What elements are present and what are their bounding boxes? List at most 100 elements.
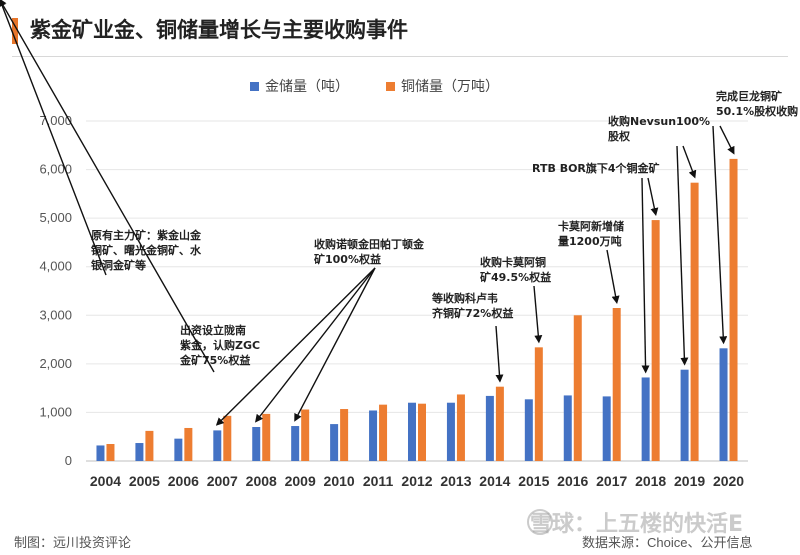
legend-swatch-gold xyxy=(250,82,259,91)
bar-gold xyxy=(213,430,222,461)
y-tick-label: 0 xyxy=(65,453,72,468)
annotation-text: 收购诺顿金田帕丁顿金 xyxy=(314,237,425,251)
annotation-arrow xyxy=(647,177,659,217)
annotation-text: 收购Nevsun100% xyxy=(608,114,710,128)
watermark-icon xyxy=(527,509,553,535)
x-tick-label: 2016 xyxy=(557,473,588,489)
bar-copper xyxy=(612,308,621,461)
x-tick-label: 2012 xyxy=(401,473,432,489)
bar-copper xyxy=(651,220,660,461)
bar-gold xyxy=(291,426,300,461)
bar-gold xyxy=(641,377,650,461)
bar-copper xyxy=(495,386,504,461)
bar-gold xyxy=(252,427,261,461)
watermark: 雪球：上五楼的快活E xyxy=(530,512,744,537)
bar-copper xyxy=(418,403,426,461)
annotation-arrow xyxy=(255,267,376,423)
x-tick-label: 2019 xyxy=(674,473,705,489)
bar-gold xyxy=(174,438,183,461)
bar-gold xyxy=(408,402,416,461)
annotation-arrow xyxy=(682,145,697,179)
annotation-text: 完成巨龙铜矿 xyxy=(716,89,782,103)
annotation-text: 量1200万吨 xyxy=(558,234,622,248)
x-tick-label: 2004 xyxy=(90,473,121,489)
annotation-arrow xyxy=(606,249,620,304)
x-tick-label: 2013 xyxy=(440,473,471,489)
bar-gold xyxy=(96,445,105,461)
bar-copper xyxy=(456,394,465,461)
annotation-text: 收购卡莫阿铜 xyxy=(480,255,546,269)
y-tick-label: 3,000 xyxy=(39,307,72,322)
bar-gold xyxy=(602,396,611,461)
annotation-text: 出资设立陇南 xyxy=(180,323,246,337)
x-tick-label: 2017 xyxy=(596,473,627,489)
legend-label-copper: 铜储量（万吨） xyxy=(401,78,499,94)
bar-gold xyxy=(330,424,339,461)
annotation-text: 50.1%股权收购 xyxy=(716,104,798,118)
annotation-arrow xyxy=(712,125,728,345)
annotation-text: 卡莫阿新增储 xyxy=(558,219,624,233)
page-title: 紫金矿业金、铜储量增长与主要收购事件 xyxy=(30,19,408,42)
title-accent-bar xyxy=(12,18,18,44)
bar-gold xyxy=(446,402,455,461)
legend-label-gold: 金储量（吨） xyxy=(265,78,349,94)
annotation-arrow xyxy=(719,125,735,155)
annotation-arrow xyxy=(0,0,107,276)
annotation-text: 等收购科卢韦 xyxy=(431,291,498,305)
annotation-arrow xyxy=(533,285,543,344)
annotation-text: 股权 xyxy=(608,129,631,143)
bar-gold xyxy=(680,369,689,461)
title-divider xyxy=(12,56,788,57)
annotation-arrow xyxy=(215,267,376,426)
footer-credit: 制图：远川投资评论 xyxy=(14,535,132,550)
annotation-text: RTB BOR旗下4个铜金矿 xyxy=(532,161,660,175)
annotation-text: 金矿75%权益 xyxy=(179,353,250,367)
annotation-text: 矿49.5%权益 xyxy=(480,270,551,284)
x-tick-label: 2009 xyxy=(285,473,316,489)
x-tick-label: 2005 xyxy=(129,473,160,489)
y-tick-label: 4,000 xyxy=(39,259,72,274)
annotation-arrow xyxy=(0,0,215,373)
bar-gold xyxy=(719,348,728,461)
y-tick-label: 2,000 xyxy=(39,356,72,371)
annotation-text: 紫金，认购ZGC xyxy=(180,338,260,352)
y-tick-label: 5,000 xyxy=(39,210,72,225)
annotation-arrow xyxy=(676,145,689,366)
x-tick-label: 2015 xyxy=(518,473,549,489)
bar-copper xyxy=(106,444,115,461)
annotation-arrow xyxy=(294,267,376,422)
x-tick-label: 2008 xyxy=(246,473,277,489)
x-tick-label: 2007 xyxy=(207,473,238,489)
annotation-text: 铜矿、曙光金铜矿、水 xyxy=(90,243,202,257)
annotation-text: 银洞金矿等 xyxy=(91,258,146,272)
y-tick-label: 1,000 xyxy=(39,404,72,419)
bar-copper xyxy=(145,430,154,461)
bar-gold xyxy=(369,410,378,461)
bar-copper xyxy=(690,182,699,461)
bar-copper xyxy=(729,158,738,461)
bar-copper xyxy=(340,409,349,461)
x-tick-label: 2020 xyxy=(713,473,744,489)
legend-swatch-copper xyxy=(386,82,395,91)
bar-gold xyxy=(135,443,144,461)
annotation-arrow xyxy=(641,177,650,374)
bar-copper xyxy=(301,409,310,461)
x-tick-label: 2010 xyxy=(324,473,355,489)
x-tick-label: 2014 xyxy=(479,473,510,489)
bar-gold xyxy=(485,395,494,461)
annotation-text: 原有主力矿：紫金山金 xyxy=(91,228,202,242)
bar-copper xyxy=(573,315,582,461)
bar-copper xyxy=(379,404,388,461)
footer-source: 数据来源：Choice、公开信息 xyxy=(582,535,753,550)
x-tick-label: 2018 xyxy=(635,473,666,489)
bar-gold xyxy=(563,395,572,461)
x-tick-label: 2006 xyxy=(168,473,199,489)
x-tick-label: 2011 xyxy=(363,473,394,489)
bar-copper xyxy=(262,413,271,461)
bar-copper xyxy=(184,427,193,461)
annotation-arrow xyxy=(495,325,504,383)
bar-copper xyxy=(223,415,232,461)
annotation-text: 齐铜矿72%权益 xyxy=(432,306,513,320)
annotation-text: 矿100%权益 xyxy=(314,252,381,266)
